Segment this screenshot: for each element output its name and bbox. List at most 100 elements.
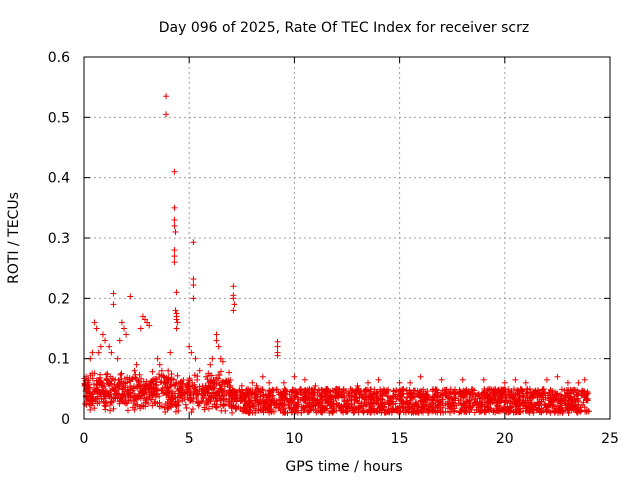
data-point [215,343,222,350]
data-point-background [476,393,483,400]
data-point-background [569,396,576,403]
data-point-background [124,386,131,393]
data-point-background [103,377,110,384]
data-point-background [546,408,553,415]
data-point-background [410,393,417,400]
x-tick-label: 25 [601,431,619,447]
data-point [217,355,224,362]
data-point-background [266,407,273,414]
data-point [167,349,174,356]
data-point-background [134,401,141,408]
data-point-background [387,405,394,412]
data-point-background [280,409,287,416]
data-point-background [164,406,171,413]
data-point-background [313,409,320,416]
data-point-background [546,390,553,397]
data-point-background [369,406,376,413]
data-point [102,337,109,344]
data-point-background [318,409,325,416]
data-point [192,355,199,362]
data-point-background [241,393,248,400]
data-point-background [450,389,457,396]
data-point-background [378,403,385,410]
data-point [171,259,178,266]
data-point-background [503,394,510,401]
data-point-background [450,399,457,406]
data-point-background [143,394,150,401]
data-point [110,290,117,297]
data-point-background [229,391,236,398]
data-point-background [243,400,250,407]
data-point-background [540,385,547,392]
data-point-background [154,386,161,393]
data-point-background [548,396,555,403]
data-point-background [384,409,391,416]
data-point-background [437,400,444,407]
data-point-background [325,398,332,405]
data-point-background [141,390,148,397]
data-point-background [292,389,299,396]
data-point-background [173,380,180,387]
data-point-background [491,396,498,403]
data-point-background [185,380,192,387]
data-point [230,307,237,314]
data-point-background [356,394,363,401]
data-point [190,282,197,289]
data-point-background [191,384,198,391]
data-point-background [532,387,539,394]
y-axis-label: ROTI / TECUs [6,192,22,284]
y-tick-label: 0 [61,412,70,428]
data-point-background [271,402,278,409]
data-point-background [185,389,192,396]
data-point-background [112,390,119,397]
data-point-background [507,390,514,397]
data-point [172,228,179,235]
data-point [213,337,220,344]
data-point-background [231,396,238,403]
data-point [106,343,113,350]
data-point [173,289,180,296]
data-point [231,301,238,308]
data-point-background [370,400,377,407]
data-point-background [470,402,477,409]
data-point [274,352,281,359]
data-point-background [196,400,203,407]
data-point-background [161,373,168,380]
data-point-background [475,404,482,411]
data-point-background [446,395,453,402]
data-point-background [396,395,403,402]
data-point-background [260,391,267,398]
data-point-background [205,379,212,386]
data-point-background [397,388,404,395]
data-point-background [278,391,285,398]
data-point [110,301,117,308]
data-point-background [222,407,229,414]
data-point [253,382,260,389]
data-point-background [374,407,381,414]
data-point-background [512,409,519,416]
data-point-background [225,401,232,408]
data-point-background [463,399,470,406]
data-point-background [293,402,300,409]
data-point [133,361,140,368]
data-point-background [466,391,473,398]
data-point-background [535,390,542,397]
data-point-background [225,379,232,386]
data-point [116,337,123,344]
data-point-background [124,400,131,407]
data-point-background [541,401,548,408]
data-point-background [383,389,390,396]
data-point [108,349,115,356]
data-point [188,349,195,356]
data-point-background [108,394,115,401]
data-point-background [100,395,107,402]
data-point-background [457,400,464,407]
data-point-background [390,387,397,394]
data-point-background [211,385,218,392]
data-point-background [249,409,256,416]
data-point-background [579,402,586,409]
data-point [207,361,214,368]
data-point-background [142,403,149,410]
data-point-background [325,392,332,399]
